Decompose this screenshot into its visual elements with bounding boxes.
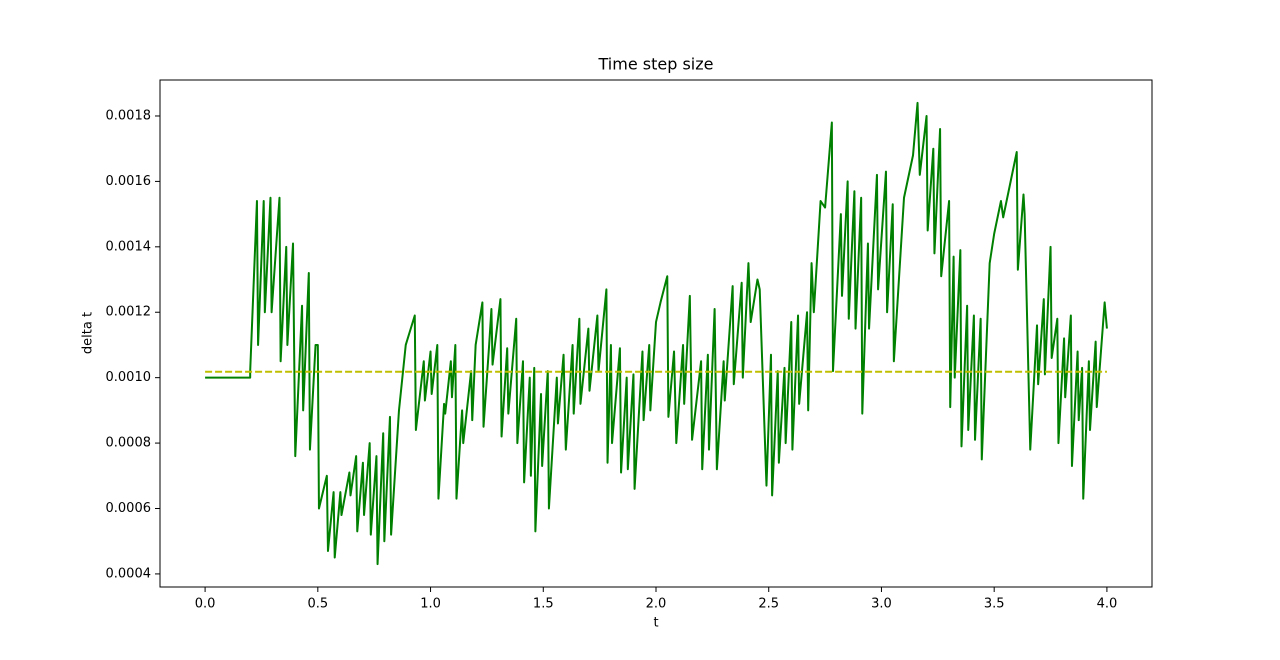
y-tick-label: 0.0010 <box>106 370 152 385</box>
x-tick-label: 0.5 <box>307 597 328 612</box>
data-line <box>205 101 1108 566</box>
x-tick-label: 4.0 <box>1097 597 1118 612</box>
y-tick-label: 0.0004 <box>106 566 152 581</box>
x-tick-label: 3.0 <box>871 597 892 612</box>
y-tick-label: 0.0006 <box>106 501 152 516</box>
y-axis-label: delta t <box>81 312 96 354</box>
x-tick-label: 0.0 <box>195 597 216 612</box>
y-tick-label: 0.0016 <box>106 174 152 189</box>
plot-frame <box>159 79 1153 588</box>
y-tick-label: 0.0018 <box>106 108 152 123</box>
x-tick-label: 2.0 <box>646 597 667 612</box>
x-tick-label: 1.5 <box>533 597 554 612</box>
y-tick-label: 0.0014 <box>106 239 152 254</box>
y-tick-label: 0.0008 <box>106 436 152 451</box>
x-tick-label: 2.5 <box>758 597 779 612</box>
y-tick-label: 0.0012 <box>106 305 152 320</box>
chart-title: Time step size <box>598 55 714 74</box>
x-axis-label: t <box>653 616 658 631</box>
x-tick-label: 3.5 <box>984 597 1005 612</box>
x-tick-label: 1.0 <box>420 597 441 612</box>
